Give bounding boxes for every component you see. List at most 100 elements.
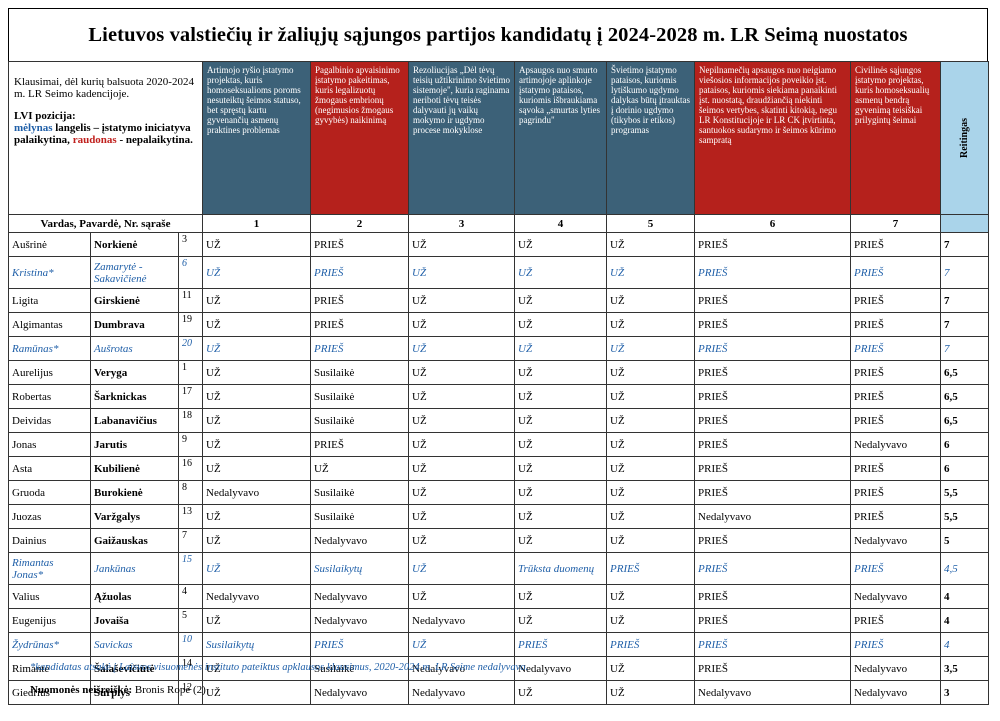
candidate-first-name: Deividas — [8, 408, 91, 433]
legend-red-word: raudonas — [72, 134, 117, 146]
vote-q3: UŽ — [408, 480, 515, 505]
intro-cell: Klausimai, dėl kurių balsuota 2020-2024 … — [8, 61, 203, 215]
vote-q1: UŽ — [202, 528, 311, 553]
vote-q5: UŽ — [606, 360, 695, 385]
candidate-last-name: Varžgalys — [90, 504, 179, 529]
vote-q4: Trūksta duomenų — [514, 552, 607, 585]
intro-line2: LVI pozicija: — [14, 110, 76, 122]
vote-q7: PRIEŠ — [850, 632, 941, 657]
vote-q6: PRIEŠ — [694, 312, 851, 337]
vote-q1: Susilaikytų — [202, 632, 311, 657]
vote-q4: Nedalyvavo — [514, 656, 607, 681]
vote-q6: PRIEŠ — [694, 584, 851, 609]
vote-q6: PRIEŠ — [694, 432, 851, 457]
candidate-rating: 6,5 — [940, 408, 989, 433]
vote-q5: UŽ — [606, 656, 695, 681]
question-4-header: Apsaugos nuo smurto artimojoje aplinkoje… — [514, 61, 607, 215]
question-6-header: Nepilnamečių apsaugos nuo neigiamo viešo… — [694, 61, 851, 215]
candidate-first-name: Aurelijus — [8, 360, 91, 385]
vote-q2: Nedalyvavo — [310, 680, 409, 705]
vote-q5: UŽ — [606, 408, 695, 433]
vote-q2: PRIEŠ — [310, 288, 409, 313]
vote-q1: UŽ — [202, 256, 311, 289]
candidate-rating: 4 — [940, 584, 989, 609]
vote-q1: UŽ — [202, 336, 311, 361]
vote-q7: PRIEŠ — [850, 336, 941, 361]
vote-q2: PRIEŠ — [310, 632, 409, 657]
vote-q3: Nedalyvavo — [408, 680, 515, 705]
vote-q1: UŽ — [202, 408, 311, 433]
candidate-last-name: Labanavičius — [90, 408, 179, 433]
vote-q3: UŽ — [408, 288, 515, 313]
candidate-rating: 3,5 — [940, 656, 989, 681]
vote-q6: PRIEŠ — [694, 256, 851, 289]
candidate-last-name: Norkienė — [90, 232, 179, 257]
vote-q7: PRIEŠ — [850, 608, 941, 633]
vote-q2: PRIEŠ — [310, 232, 409, 257]
vote-q4: UŽ — [514, 360, 607, 385]
vote-q7: PRIEŠ — [850, 256, 941, 289]
candidate-first-name: Aušrinė — [8, 232, 91, 257]
candidate-row: Dainius Gaižauskas 7 UŽ Nedalyvavo UŽ UŽ UŽ PRIE… — [8, 528, 989, 553]
vote-q4: UŽ — [514, 232, 607, 257]
vote-q4: UŽ — [514, 480, 607, 505]
vote-q6: PRIEŠ — [694, 408, 851, 433]
vote-q2: Susilaikė — [310, 504, 409, 529]
vote-q4: UŽ — [514, 288, 607, 313]
candidate-rating: 7 — [940, 288, 989, 313]
candidate-rating: 4 — [940, 632, 989, 657]
vote-q7: Nedalyvavo — [850, 680, 941, 705]
rank-header: Reitingas — [958, 63, 971, 213]
vote-q2: UŽ — [310, 456, 409, 481]
question-3-number: 3 — [408, 214, 515, 233]
vote-q3: UŽ — [408, 528, 515, 553]
candidate-first-name: Algimantas — [8, 312, 91, 337]
vote-q4: UŽ — [514, 432, 607, 457]
vote-q4: UŽ — [514, 528, 607, 553]
vote-q6: PRIEŠ — [694, 656, 851, 681]
candidate-first-name: Juozas — [8, 504, 91, 529]
candidate-first-name: Valius — [8, 584, 91, 609]
vote-q1: Nedalyvavo — [202, 480, 311, 505]
vote-q4: UŽ — [514, 312, 607, 337]
candidate-rating: 7 — [940, 336, 989, 361]
candidate-list-number: 18 — [178, 408, 203, 433]
candidate-last-name: Ąžuolas — [90, 584, 179, 609]
candidate-row: Jonas Jarutis 9 UŽ PRIEŠ UŽ UŽ UŽ PRIEŠ Nedalyvav… — [8, 432, 989, 457]
candidate-last-name: Zamarytė - Sakavičienė — [90, 256, 179, 289]
candidate-first-name: Jonas — [8, 432, 91, 457]
candidate-row: Valius Ąžuolas 4 Nedalyvavo Nedalyvavo UŽ UŽ UŽ… — [8, 584, 989, 609]
vote-q3: Nedalyvavo — [408, 656, 515, 681]
candidate-first-name: Rimantas Jonas* — [8, 552, 91, 585]
candidate-last-name: Girskienė — [90, 288, 179, 313]
vote-q2: PRIEŠ — [310, 432, 409, 457]
vote-q7: PRIEŠ — [850, 384, 941, 409]
candidate-list-number: 4 — [178, 584, 203, 609]
vote-q1: UŽ — [202, 384, 311, 409]
vote-q5: UŽ — [606, 584, 695, 609]
candidate-last-name: Aušrotas — [90, 336, 179, 361]
vote-q4: UŽ — [514, 456, 607, 481]
vote-q6: PRIEŠ — [694, 480, 851, 505]
vote-q1: UŽ — [202, 552, 311, 585]
vote-q5: PRIEŠ — [606, 552, 695, 585]
vote-q7: Nedalyvavo — [850, 432, 941, 457]
vote-q3: UŽ — [408, 384, 515, 409]
name-header: Vardas, Pavardė, Nr. sąraše — [8, 214, 203, 233]
candidate-row: Kristina* Zamarytė - Sakavičienė 6 UŽ PRIEŠ U… — [8, 256, 989, 289]
candidate-rating: 6,5 — [940, 360, 989, 385]
vote-q3: UŽ — [408, 504, 515, 529]
vote-q5: UŽ — [606, 608, 695, 633]
candidate-list-number: 20 — [178, 336, 203, 361]
vote-q3: UŽ — [408, 360, 515, 385]
question-number-row: Vardas, Pavardė, Nr. sąraše 1 2 3 4 5 6 … — [8, 214, 989, 233]
vote-q4: UŽ — [514, 256, 607, 289]
vote-q3: UŽ — [408, 232, 515, 257]
vote-q2: Susilaikė — [310, 656, 409, 681]
candidate-first-name: Gruoda — [8, 480, 91, 505]
question-5-header: Švietimo įstatymo pataisos, kuriomis lyt… — [606, 61, 695, 215]
candidate-rating: 6 — [940, 456, 989, 481]
no-opinion-value: Bronis Ropė (2) — [134, 684, 206, 696]
vote-q4: UŽ — [514, 336, 607, 361]
vote-q2: PRIEŠ — [310, 256, 409, 289]
